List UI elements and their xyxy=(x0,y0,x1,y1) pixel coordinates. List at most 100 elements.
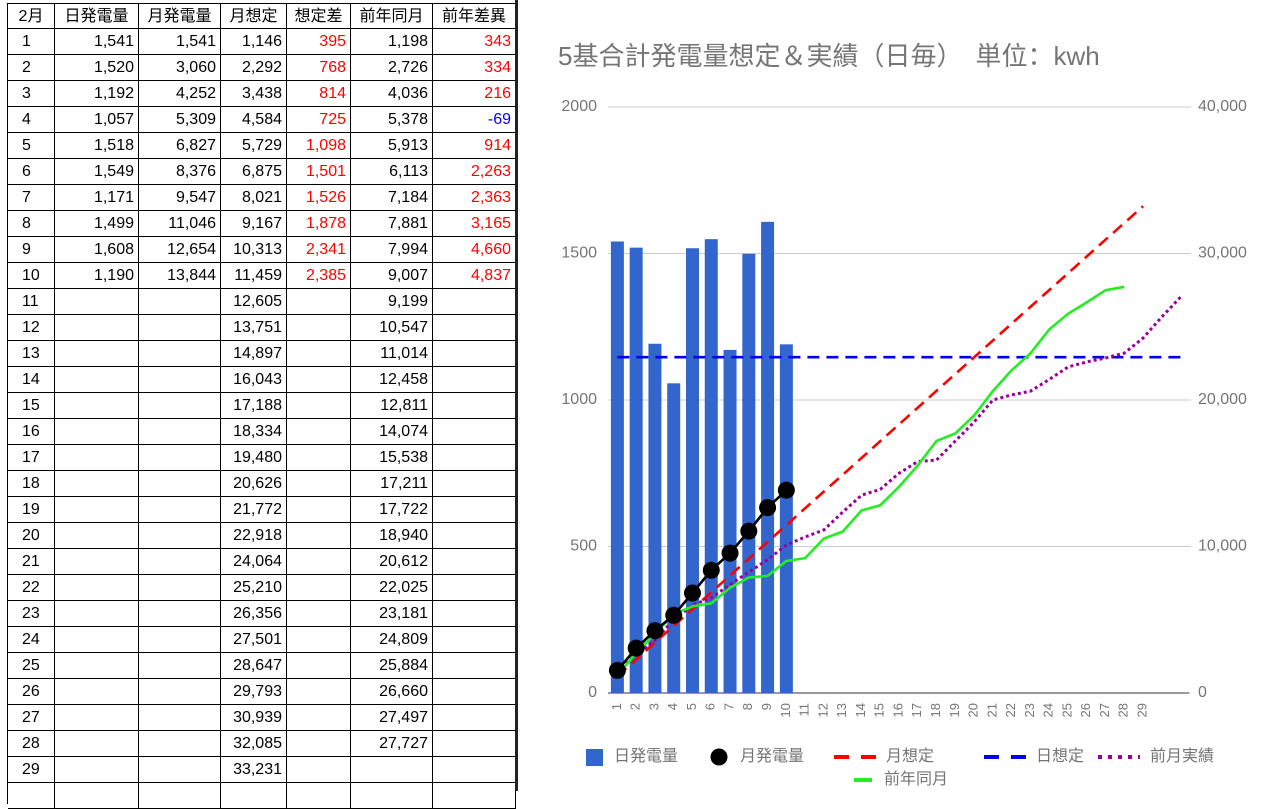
row-label: 23 xyxy=(8,601,55,627)
header-cell: 想定差 xyxy=(287,4,351,29)
chart: 5基合計発電量想定＆実績（日毎） 単位：kwh 0 500 1000 1500 2000… xyxy=(515,0,1247,791)
cell: 12,458 xyxy=(351,367,433,393)
cell xyxy=(139,757,221,783)
cell xyxy=(55,445,139,471)
cell: 14,897 xyxy=(221,341,287,367)
row-label: 15 xyxy=(8,393,55,419)
cell xyxy=(287,757,351,783)
cell xyxy=(139,523,221,549)
cell xyxy=(287,705,351,731)
cell xyxy=(139,627,221,653)
cell: 3,060 xyxy=(139,55,221,81)
cell: 1,057 xyxy=(55,107,139,133)
cell xyxy=(55,341,139,367)
cell: 1,541 xyxy=(139,29,221,55)
cell: 1,192 xyxy=(55,81,139,107)
cell: 6,113 xyxy=(351,159,433,185)
x-tick-label: 14 xyxy=(853,703,868,717)
x-tick-label: 13 xyxy=(834,703,849,717)
cell: 7,994 xyxy=(351,237,433,263)
cell: 11,046 xyxy=(139,211,221,237)
x-tick-label: 16 xyxy=(890,703,905,717)
cell: 26,660 xyxy=(351,679,433,705)
bar xyxy=(779,344,793,693)
cell: 1,146 xyxy=(221,29,287,55)
cell: 395 xyxy=(287,29,351,55)
cell: 25,210 xyxy=(221,575,287,601)
bar xyxy=(667,383,681,693)
row-label: 6 xyxy=(8,159,55,185)
row-label: 21 xyxy=(8,549,55,575)
cell: 13,751 xyxy=(221,315,287,341)
row-label: 11 xyxy=(8,289,55,315)
bar xyxy=(685,248,699,693)
cell xyxy=(287,367,351,393)
row-label: 2 xyxy=(8,55,55,81)
row-label: 4 xyxy=(8,107,55,133)
cell: 17,211 xyxy=(351,471,433,497)
cell: 9,547 xyxy=(139,185,221,211)
cell xyxy=(139,419,221,445)
cell: 5,913 xyxy=(351,133,433,159)
cell: 21,772 xyxy=(221,497,287,523)
chart-title: 5基合計発電量想定＆実績（日毎） 単位：kwh xyxy=(558,41,1100,71)
cell: 10,313 xyxy=(221,237,287,263)
cell: 18,940 xyxy=(351,523,433,549)
cell: 24,064 xyxy=(221,549,287,575)
cell: 5,309 xyxy=(139,107,221,133)
bar xyxy=(610,241,624,693)
cell: 15,538 xyxy=(351,445,433,471)
cell: 8,021 xyxy=(221,185,287,211)
cell: 8,376 xyxy=(139,159,221,185)
y-tick-label: 1000 xyxy=(561,391,597,408)
cell: 1,608 xyxy=(55,237,139,263)
bar xyxy=(723,349,737,693)
row-label: 16 xyxy=(8,419,55,445)
x-tick-label: 5 xyxy=(684,703,699,710)
cell xyxy=(287,471,351,497)
cell: 2,341 xyxy=(287,237,351,263)
cell: 14,074 xyxy=(351,419,433,445)
x-tick-label: 9 xyxy=(759,703,774,710)
cell: 1,541 xyxy=(55,29,139,55)
series-line xyxy=(616,285,1125,677)
cell xyxy=(139,445,221,471)
cell: 29,793 xyxy=(221,679,287,705)
cell: 9,199 xyxy=(351,289,433,315)
x-tick-label: 17 xyxy=(909,703,924,717)
cell: 2,385 xyxy=(287,263,351,289)
header-cell: 日発電量 xyxy=(55,4,139,29)
x-tick-label: 28 xyxy=(1116,703,1131,717)
cell: 1,171 xyxy=(55,185,139,211)
sheet-border xyxy=(7,4,8,804)
cell xyxy=(55,705,139,731)
y2-tick-label: 10,000 xyxy=(1198,538,1247,555)
sheet-border xyxy=(7,3,515,4)
point xyxy=(721,544,739,562)
cell xyxy=(139,705,221,731)
header-cell: 月想定 xyxy=(221,4,287,29)
legend-swatch xyxy=(586,749,603,766)
cell: 12,654 xyxy=(139,237,221,263)
x-tick-label: 25 xyxy=(1059,703,1074,717)
point xyxy=(740,522,758,540)
row-label: 25 xyxy=(8,653,55,679)
x-tick-label: 8 xyxy=(740,703,755,710)
cell xyxy=(287,653,351,679)
x-tick-label: 6 xyxy=(703,703,718,710)
cell: 12,605 xyxy=(221,289,287,315)
cell: 2,726 xyxy=(351,55,433,81)
cell xyxy=(287,627,351,653)
x-tick-label: 4 xyxy=(665,703,680,710)
point xyxy=(646,622,664,640)
cell xyxy=(55,419,139,445)
cell xyxy=(287,601,351,627)
cell xyxy=(55,575,139,601)
cell: 33,231 xyxy=(221,757,287,783)
cell xyxy=(55,523,139,549)
row-label: 24 xyxy=(8,627,55,653)
cell: 27,727 xyxy=(351,731,433,757)
cell: 7,184 xyxy=(351,185,433,211)
cell: 22,918 xyxy=(221,523,287,549)
x-tick-label: 11 xyxy=(797,703,812,717)
